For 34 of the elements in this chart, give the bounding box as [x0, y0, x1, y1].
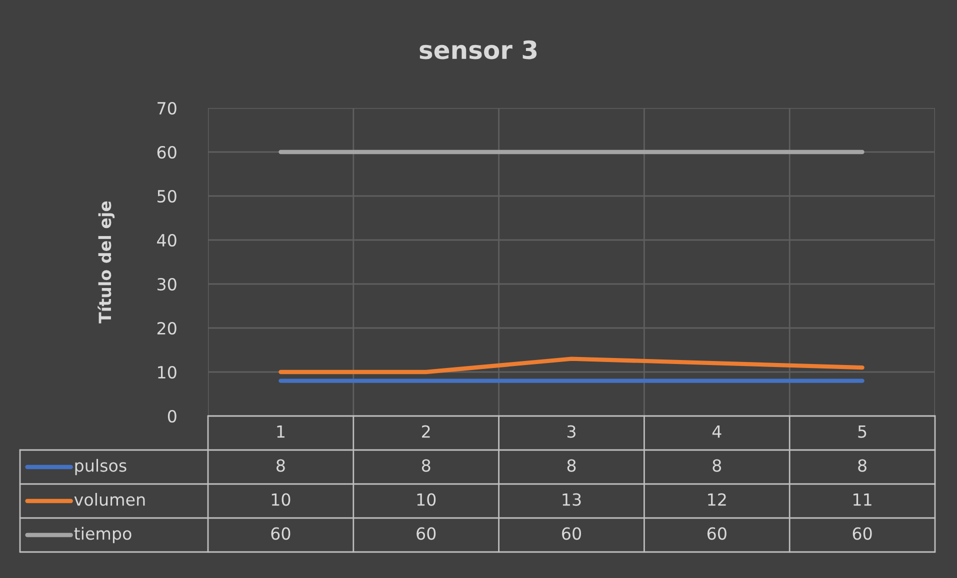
- legend-label: pulsos: [75, 458, 126, 476]
- x-tick-label: 3: [567, 425, 576, 438]
- y-tick-label: 50: [158, 190, 176, 203]
- data-label: 60: [562, 527, 581, 540]
- y-tick-label: 10: [158, 366, 176, 379]
- x-tick-label: 4: [712, 425, 722, 438]
- legend-label: volumen: [74, 492, 145, 506]
- data-label: 60: [707, 527, 726, 540]
- data-label: 8: [276, 459, 285, 472]
- data-label: 10: [272, 493, 290, 506]
- legend-label: tiempo: [74, 526, 132, 544]
- data-label: 8: [858, 459, 866, 472]
- y-tick-label: 20: [157, 322, 176, 335]
- y-tick-label: 30: [158, 278, 176, 291]
- data-label: 60: [416, 527, 436, 540]
- data-label: 10: [417, 493, 436, 506]
- y-tick-label: 0: [168, 410, 176, 423]
- x-tick-label: 5: [858, 425, 866, 438]
- data-label: 11: [854, 493, 872, 506]
- data-label: 8: [567, 459, 576, 472]
- y-tick-label: 70: [158, 102, 176, 115]
- y-axis-title: Título del eje: [98, 201, 115, 324]
- data-label: 60: [271, 527, 290, 540]
- data-label: 13: [562, 493, 581, 506]
- line-series: [278, 356, 864, 374]
- data-label: 12: [708, 493, 726, 506]
- data-label: 60: [852, 527, 872, 540]
- data-label: 8: [422, 459, 430, 472]
- x-tick-label: 2: [422, 425, 430, 438]
- y-tick-label: 40: [157, 234, 176, 247]
- data-label: 8: [712, 459, 722, 472]
- y-tick-label: 60: [157, 146, 176, 159]
- x-tick-label: 1: [277, 425, 284, 438]
- chart-title: sensor 3: [420, 40, 537, 60]
